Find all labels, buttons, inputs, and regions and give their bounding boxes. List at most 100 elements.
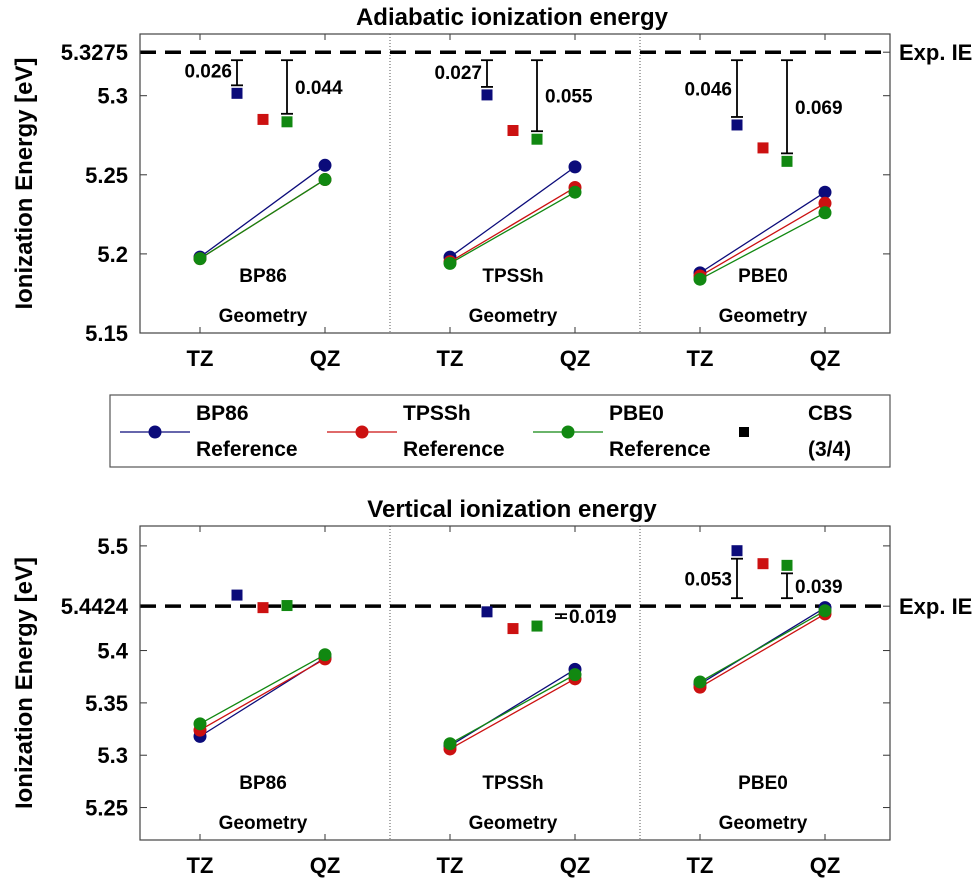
cbs-square bbox=[231, 87, 243, 99]
y-tick-label: 5.3 bbox=[97, 84, 128, 109]
panel-tpssh: TZ QZ TPSSh Geometry 0.027 0.055 bbox=[434, 34, 593, 371]
legend-label: TPSSh bbox=[403, 402, 471, 425]
x-tick-label: TZ bbox=[687, 346, 714, 371]
y-tick-label: 5.2 bbox=[97, 242, 128, 267]
panel-label: Geometry bbox=[469, 813, 558, 834]
x-tick-label: TZ bbox=[187, 346, 214, 371]
qz-point bbox=[568, 668, 582, 682]
legend-marker bbox=[148, 425, 162, 439]
panel-label: Geometry bbox=[219, 306, 308, 327]
panel-label: Geometry bbox=[219, 813, 308, 834]
panel-label: PBE0 bbox=[738, 773, 788, 794]
cbs-square bbox=[731, 119, 743, 131]
series-line bbox=[699, 202, 826, 277]
panel-label: BP86 bbox=[239, 773, 287, 794]
tz-point bbox=[193, 717, 207, 731]
qz-point bbox=[818, 604, 832, 618]
axes-frame bbox=[139, 525, 891, 841]
series-line bbox=[199, 164, 326, 258]
reference-line-label: Exp. IE bbox=[899, 594, 972, 619]
cbs-square bbox=[281, 600, 293, 612]
tz-point bbox=[193, 252, 207, 266]
qz-point bbox=[818, 206, 832, 220]
y-tick-label: 5.4424 bbox=[61, 594, 129, 619]
x-tick-label: QZ bbox=[810, 853, 841, 878]
difference-label: 0.069 bbox=[795, 98, 843, 119]
difference-label: 0.019 bbox=[569, 607, 617, 628]
difference-label: 0.026 bbox=[184, 61, 232, 82]
cbs-square bbox=[257, 113, 269, 125]
y-tick-label: 5.4 bbox=[97, 639, 128, 664]
difference-label: 0.053 bbox=[684, 569, 732, 590]
panel-label: PBE0 bbox=[738, 266, 788, 287]
panel-label: Geometry bbox=[719, 813, 808, 834]
cbs-square bbox=[531, 133, 543, 145]
y-tick-label: 5.3 bbox=[97, 743, 128, 768]
qz-point bbox=[318, 648, 332, 662]
x-tick-label: TZ bbox=[187, 853, 214, 878]
cbs-square bbox=[781, 559, 793, 571]
cbs-square bbox=[281, 116, 293, 128]
series-line bbox=[449, 186, 576, 263]
series-line bbox=[449, 678, 576, 750]
cbs-square bbox=[507, 623, 519, 635]
panel-pbe0: TZ QZ PBE0 Geometry 0.046 0.069 bbox=[684, 34, 843, 371]
legend-marker bbox=[739, 427, 749, 437]
x-tick-label: QZ bbox=[310, 346, 341, 371]
y-axis-label: Ionization Energy [eV] bbox=[11, 57, 38, 309]
chart-0: Adiabatic ionization energy Ionization En… bbox=[11, 4, 972, 371]
cbs-square bbox=[481, 606, 493, 618]
qz-point bbox=[818, 185, 832, 199]
chart-title: Adiabatic ionization energy bbox=[356, 4, 669, 31]
panel-bp86: TZ QZ BP86 Geometry 0.026 0.044 bbox=[184, 34, 343, 371]
series-line bbox=[699, 191, 826, 274]
cbs-square bbox=[257, 602, 269, 614]
y-tick-label: 5.35 bbox=[85, 691, 128, 716]
cbs-square bbox=[781, 155, 793, 167]
x-tick-label: TZ bbox=[437, 346, 464, 371]
legend: BP86 Reference TPSSh Reference PBE0 Reference… bbox=[109, 394, 891, 468]
series-line bbox=[699, 613, 826, 688]
series-line bbox=[449, 674, 576, 745]
difference-label: 0.039 bbox=[795, 577, 843, 598]
chart-1: Vertical ionization energy Ionization Ene… bbox=[11, 496, 972, 878]
qz-point bbox=[318, 158, 332, 172]
tz-point bbox=[443, 256, 457, 270]
cbs-square bbox=[507, 125, 519, 137]
legend-marker bbox=[561, 425, 575, 439]
qz-point bbox=[818, 196, 832, 210]
panel-tpssh: TZ QZ TPSSh Geometry 0.019 bbox=[437, 526, 617, 878]
chart-title: Vertical ionization energy bbox=[367, 496, 657, 523]
panel-pbe0: TZ QZ PBE0 Geometry 0.053 0.039 bbox=[684, 526, 843, 878]
series-line bbox=[199, 654, 326, 725]
legend-box bbox=[109, 394, 891, 468]
legend-label: Reference bbox=[403, 438, 505, 461]
legend-label: Reference bbox=[196, 438, 298, 461]
cbs-square bbox=[757, 558, 769, 570]
difference-label: 0.044 bbox=[295, 78, 343, 99]
y-tick-label: 5.15 bbox=[85, 321, 128, 346]
tz-point bbox=[693, 675, 707, 689]
cbs-square bbox=[731, 545, 743, 557]
panel-label: TPSSh bbox=[482, 266, 543, 287]
qz-point bbox=[318, 173, 332, 187]
x-tick-label: TZ bbox=[437, 853, 464, 878]
axes-frame bbox=[139, 33, 891, 334]
panel-label: TPSSh bbox=[482, 773, 543, 794]
y-tick-label: 5.25 bbox=[85, 163, 128, 188]
difference-label: 0.055 bbox=[545, 87, 593, 108]
legend-marker bbox=[355, 425, 369, 439]
reference-line-label: Exp. IE bbox=[899, 40, 972, 65]
difference-label: 0.027 bbox=[434, 63, 482, 84]
tz-point bbox=[443, 737, 457, 751]
y-tick-label: 5.25 bbox=[85, 796, 128, 821]
series-line bbox=[199, 658, 326, 731]
qz-point bbox=[568, 160, 582, 174]
series-line bbox=[449, 166, 576, 258]
x-tick-label: QZ bbox=[560, 853, 591, 878]
cbs-square bbox=[531, 620, 543, 632]
series-line bbox=[199, 178, 326, 260]
x-tick-label: QZ bbox=[810, 346, 841, 371]
legend-label: Reference bbox=[609, 438, 711, 461]
